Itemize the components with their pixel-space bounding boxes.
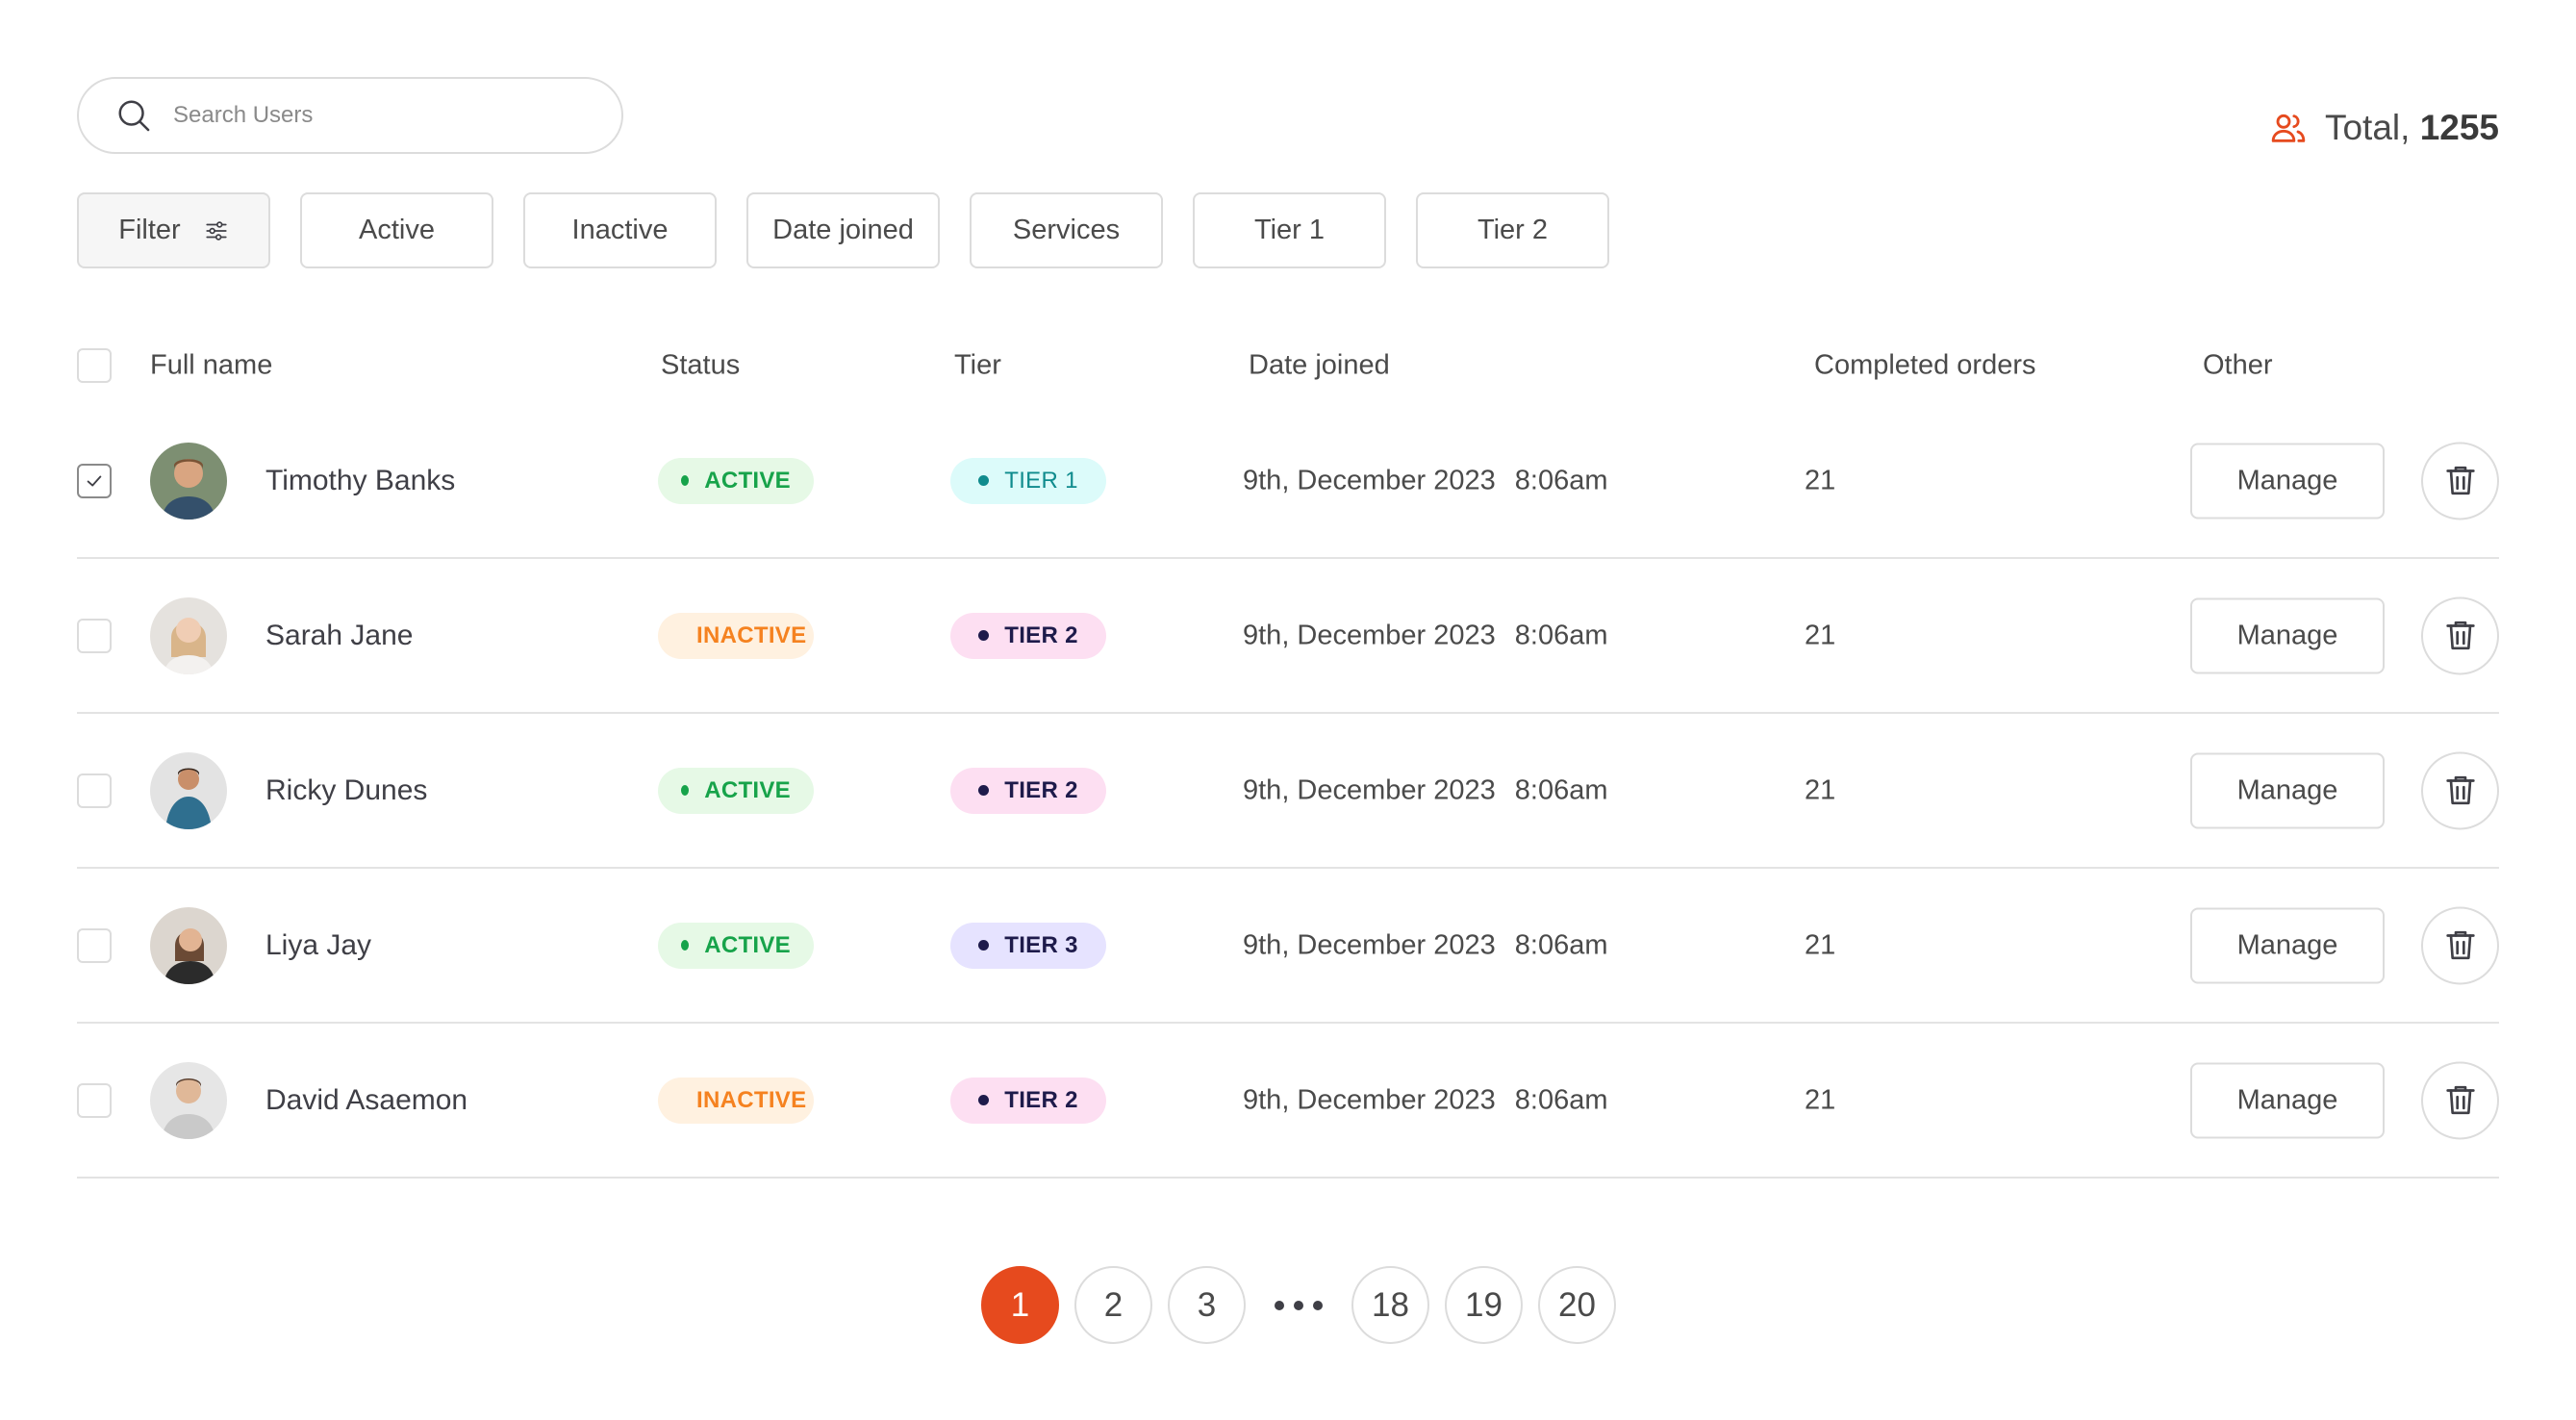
row-checkbox[interactable]: [77, 1082, 112, 1118]
filter-label: Filter: [118, 215, 181, 245]
filter-chip-tier-2[interactable]: Tier 2: [1416, 192, 1609, 268]
status-badge: INACTIVE: [658, 1077, 814, 1124]
user-name: Liya Jay: [265, 928, 372, 961]
filter-chip-inactive[interactable]: Inactive: [523, 192, 717, 268]
column-header-status: Status: [661, 349, 741, 381]
completed-orders: 21: [1805, 620, 1836, 650]
tier-badge: TIER 1: [950, 457, 1106, 504]
total-label: Total,: [2324, 108, 2411, 147]
total-users: Total, 1255: [2269, 108, 2499, 148]
delete-button[interactable]: [2421, 906, 2499, 984]
date-joined: 9th, December 2023 8:06am: [1243, 1084, 1608, 1115]
total-count: 1255: [2419, 108, 2499, 147]
trash-icon: [2445, 1085, 2475, 1115]
manage-button[interactable]: Manage: [2190, 443, 2385, 519]
sliders-icon: [206, 220, 227, 241]
table-row: Ricky Dunes ACTIVE TIER 2 9th, December …: [77, 714, 2499, 869]
delete-button[interactable]: [2421, 442, 2499, 520]
user-name: Sarah Jane: [265, 619, 414, 651]
page-button-18[interactable]: 18: [1351, 1266, 1429, 1344]
table-row: Timothy Banks ACTIVE TIER 1 9th, Decembe…: [77, 404, 2499, 559]
table-header: Full name Status Tier Date joined Comple…: [77, 327, 2499, 404]
date-joined: 9th, December 2023 8:06am: [1243, 465, 1608, 495]
column-header-tier: Tier: [954, 349, 1001, 381]
column-header-full-name: Full name: [150, 349, 273, 381]
row-checkbox[interactable]: [77, 927, 112, 963]
date-joined: 9th, December 2023 8:06am: [1243, 929, 1608, 960]
delete-button[interactable]: [2421, 1061, 2499, 1139]
pagination: 1 2 3 18 19 20: [981, 1266, 1616, 1344]
status-badge: ACTIVE: [658, 457, 814, 504]
user-name: David Asaemon: [265, 1083, 468, 1116]
status-badge: ACTIVE: [658, 767, 814, 814]
column-header-other: Other: [2203, 349, 2273, 381]
table-row: David Asaemon INACTIVE TIER 2 9th, Decem…: [77, 1024, 2499, 1179]
table-row: Sarah Jane INACTIVE TIER 2 9th, December…: [77, 559, 2499, 714]
page-button-1[interactable]: 1: [981, 1266, 1059, 1344]
column-header-completed-orders: Completed orders: [1814, 349, 2036, 381]
search-icon: [118, 100, 150, 132]
manage-button[interactable]: Manage: [2190, 752, 2385, 828]
avatar: [150, 1061, 227, 1139]
table-row: Liya Jay ACTIVE TIER 3 9th, December 202…: [77, 869, 2499, 1024]
filter-chip-services[interactable]: Services: [970, 192, 1163, 268]
pagination-ellipsis: [1261, 1266, 1336, 1344]
delete-button[interactable]: [2421, 751, 2499, 829]
tier-badge: TIER 2: [950, 767, 1106, 814]
users-table: Full name Status Tier Date joined Comple…: [77, 327, 2499, 1179]
user-name: Ricky Dunes: [265, 773, 428, 806]
trash-icon: [2445, 775, 2475, 805]
manage-button[interactable]: Manage: [2190, 1062, 2385, 1138]
manage-button[interactable]: Manage: [2190, 907, 2385, 983]
trash-icon: [2445, 466, 2475, 495]
page-button-19[interactable]: 19: [1445, 1266, 1523, 1344]
check-icon: [87, 475, 102, 486]
status-badge: ACTIVE: [658, 922, 814, 969]
avatar: [150, 596, 227, 674]
avatar: [150, 442, 227, 520]
status-badge: INACTIVE: [658, 612, 814, 659]
row-checkbox[interactable]: [77, 463, 112, 498]
tier-badge: TIER 3: [950, 922, 1106, 969]
tier-badge: TIER 2: [950, 1077, 1106, 1124]
avatar: [150, 906, 227, 984]
filter-chip-date-joined[interactable]: Date joined: [746, 192, 940, 268]
column-header-date-joined: Date joined: [1249, 349, 1390, 381]
date-joined: 9th, December 2023 8:06am: [1243, 620, 1608, 650]
search-input[interactable]: [173, 102, 577, 129]
row-checkbox[interactable]: [77, 773, 112, 808]
trash-icon: [2445, 621, 2475, 650]
manage-button[interactable]: Manage: [2190, 597, 2385, 673]
completed-orders: 21: [1805, 1084, 1836, 1115]
filter-button[interactable]: Filter: [77, 192, 270, 268]
completed-orders: 21: [1805, 774, 1836, 805]
tier-badge: TIER 2: [950, 612, 1106, 659]
avatar: [150, 751, 227, 829]
delete-button[interactable]: [2421, 596, 2499, 674]
user-name: Timothy Banks: [265, 464, 456, 496]
page-button-20[interactable]: 20: [1538, 1266, 1616, 1344]
completed-orders: 21: [1805, 465, 1836, 495]
select-all-checkbox[interactable]: [77, 348, 112, 383]
filter-chip-active[interactable]: Active: [300, 192, 493, 268]
trash-icon: [2445, 930, 2475, 960]
search-bar[interactable]: [77, 77, 623, 154]
page-button-3[interactable]: 3: [1168, 1266, 1246, 1344]
completed-orders: 21: [1805, 929, 1836, 960]
page-button-2[interactable]: 2: [1074, 1266, 1152, 1344]
filter-chips: Filter Active Inactive Date joined Servi…: [77, 192, 1609, 268]
date-joined: 9th, December 2023 8:06am: [1243, 774, 1608, 805]
users-icon: [2271, 114, 2306, 142]
row-checkbox[interactable]: [77, 618, 112, 653]
filter-chip-tier-1[interactable]: Tier 1: [1193, 192, 1386, 268]
